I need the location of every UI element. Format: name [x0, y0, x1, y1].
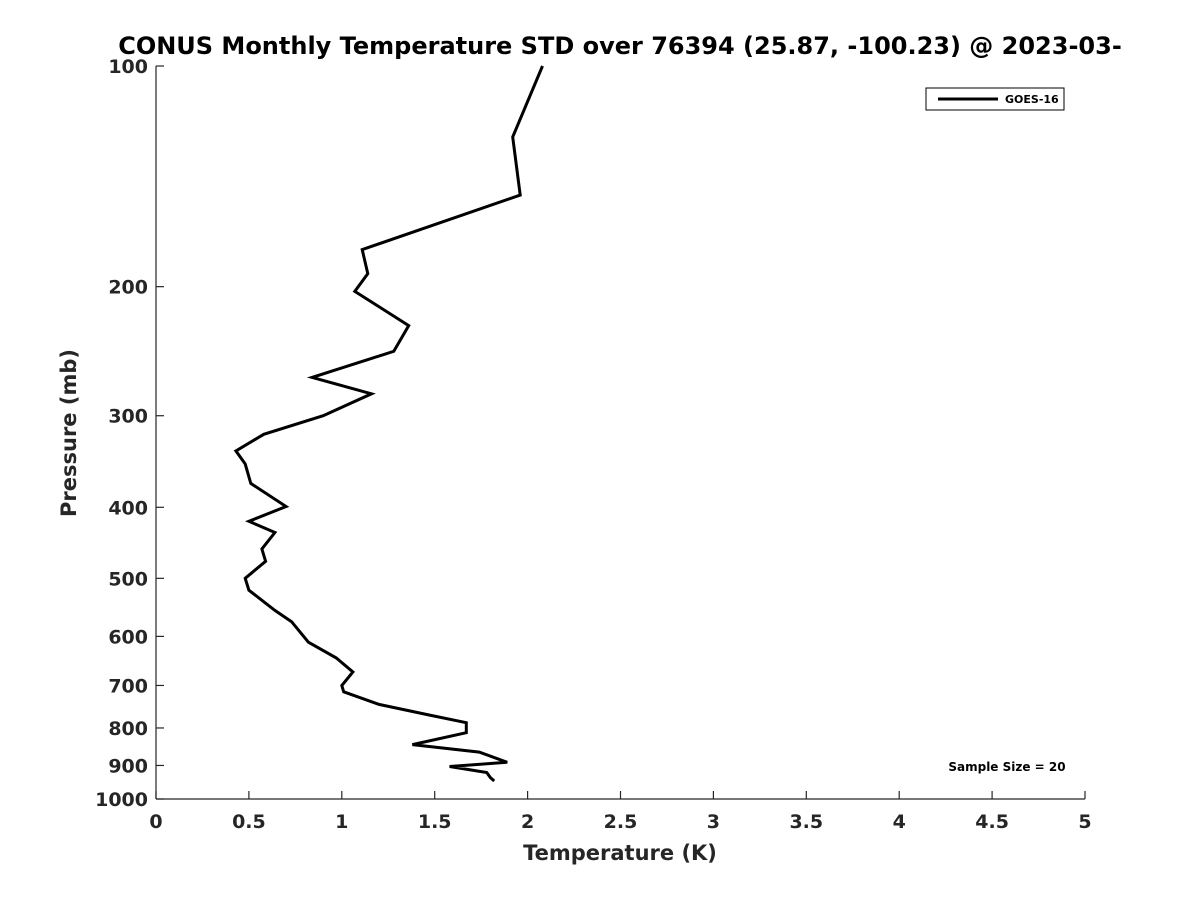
y-tick-label: 200 — [108, 277, 148, 299]
x-tick-label: 3 — [707, 811, 720, 833]
x-tick-label: 4.5 — [975, 811, 1009, 833]
x-tick-label: 2 — [521, 811, 534, 833]
chart-title: CONUS Monthly Temperature STD over 76394… — [118, 32, 1122, 60]
y-tick-label: 600 — [108, 626, 148, 648]
series-line-goes-16 — [233, 65, 544, 783]
x-tick-label: 2.5 — [604, 811, 638, 833]
x-axis-label: Temperature (K) — [523, 841, 717, 865]
sample-size-annotation: Sample Size = 20 — [948, 760, 1065, 774]
y-tick-label: 800 — [108, 718, 148, 740]
ticks: 0 0.5 1 1.5 2 2.5 3 3.5 4 4.5 5 100 200 300 400 500 600 7… — [95, 56, 1092, 833]
y-tick-label: 900 — [108, 755, 148, 777]
axes — [155, 66, 1085, 800]
legend-label-goes-16: GOES-16 — [1005, 93, 1059, 106]
x-tick-label: 3.5 — [789, 811, 823, 833]
x-tick-label: 1.5 — [418, 811, 452, 833]
x-tick-label: 0.5 — [232, 811, 266, 833]
y-tick-label: 400 — [108, 497, 148, 519]
y-tick-label: 500 — [108, 568, 148, 590]
y-tick-label: 300 — [108, 406, 148, 428]
x-tick-label: 0 — [149, 811, 162, 833]
legend: GOES-16 — [925, 87, 1065, 111]
x-tick-label: 5 — [1078, 811, 1091, 833]
y-tick-label: 100 — [108, 56, 148, 78]
x-tick-label: 1 — [335, 811, 348, 833]
series-group — [233, 65, 544, 783]
y-tick-label: 700 — [108, 675, 148, 697]
y-tick-label: 1000 — [95, 789, 148, 811]
x-tick-label: 4 — [893, 811, 906, 833]
y-axis-label: Pressure (mb) — [57, 349, 81, 517]
